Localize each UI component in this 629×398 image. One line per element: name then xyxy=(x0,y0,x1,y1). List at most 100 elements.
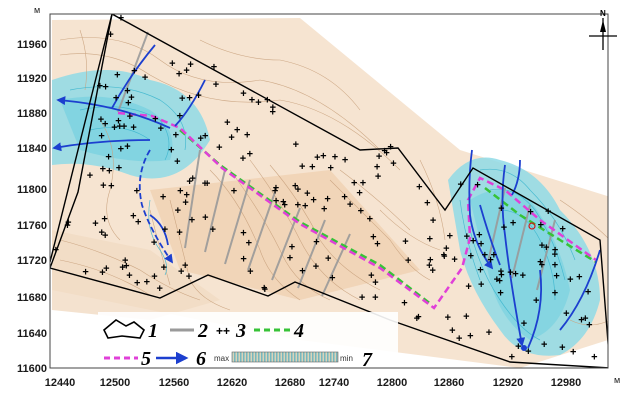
well-marker: + xyxy=(182,260,188,272)
well-marker: + xyxy=(295,199,301,211)
well-marker: + xyxy=(441,251,447,263)
well-marker: + xyxy=(510,217,516,229)
well-marker: + xyxy=(370,232,376,244)
well-marker: + xyxy=(107,29,113,41)
x-tick-label: 12680 xyxy=(275,377,306,389)
well-marker: + xyxy=(247,148,253,160)
well-marker: + xyxy=(327,162,333,174)
well-marker: + xyxy=(563,308,569,320)
well-marker: + xyxy=(123,260,129,272)
well-marker: + xyxy=(512,269,518,281)
y-tick-label: 11720 xyxy=(17,255,47,267)
well-marker: + xyxy=(144,277,150,289)
flow-arrows xyxy=(52,44,601,349)
well-marker: + xyxy=(374,238,380,250)
well-marker: + xyxy=(586,320,592,332)
well-marker: + xyxy=(552,244,558,256)
well-marker: + xyxy=(189,173,195,185)
well-marker: + xyxy=(105,151,111,163)
well-marker: + xyxy=(552,259,558,271)
well-marker: + xyxy=(376,151,382,163)
well-marker: + xyxy=(507,267,513,279)
well-marker: + xyxy=(451,254,457,266)
well-marker: + xyxy=(372,277,378,289)
well-marker: + xyxy=(476,229,482,241)
well-marker: + xyxy=(552,287,558,299)
well-marker: + xyxy=(106,166,112,178)
well-marker: + xyxy=(151,271,157,283)
well-marker: + xyxy=(445,312,451,324)
well-marker: + xyxy=(202,178,208,190)
x-tick-label: 12860 xyxy=(434,377,465,389)
well-marker: + xyxy=(426,260,432,272)
north-label: N xyxy=(600,9,606,18)
well-marker: + xyxy=(103,263,109,275)
well-marker: + xyxy=(176,227,182,239)
well-marker: + xyxy=(533,295,539,307)
well-marker: + xyxy=(135,216,141,228)
well-marker: + xyxy=(372,292,378,304)
legend-item-boundary: 1 xyxy=(103,319,158,342)
well-marker: + xyxy=(456,333,462,345)
well-marker: + xyxy=(240,88,246,100)
well-marker: + xyxy=(527,206,533,218)
x-tick-label: 12800 xyxy=(377,377,408,389)
well-marker: + xyxy=(470,236,476,248)
well-marker: + xyxy=(463,311,469,323)
well-marker: + xyxy=(441,250,447,262)
well-marker: + xyxy=(482,250,488,262)
well-marker: + xyxy=(202,130,208,142)
well-marker: + xyxy=(515,341,521,353)
well-marker: + xyxy=(247,266,253,278)
well-marker: + xyxy=(240,153,246,165)
x-tick-label: 12920 xyxy=(493,377,524,389)
well-marker: + xyxy=(424,197,430,209)
well-marker: + xyxy=(158,123,164,135)
y-axis-ticks: 11960 11920 11880 11840 11800 11760 1172… xyxy=(17,39,47,375)
well-marker: + xyxy=(332,152,338,164)
well-marker: + xyxy=(299,161,305,173)
well-marker: + xyxy=(309,161,315,173)
well-marker: + xyxy=(538,220,544,232)
well-marker: + xyxy=(116,163,122,175)
gradient-bar xyxy=(231,351,339,363)
well-marker: + xyxy=(269,106,275,118)
x-axis-unit: м xyxy=(614,375,620,385)
x-tick-label: 12740 xyxy=(319,377,350,389)
well-marker: + xyxy=(381,145,387,157)
well-marker: + xyxy=(559,224,565,236)
well-marker: + xyxy=(576,272,582,284)
well-marker: + xyxy=(509,352,515,364)
well-marker: + xyxy=(570,347,576,359)
well-marker: + xyxy=(128,92,134,104)
x-tick-label: 12560 xyxy=(159,377,190,389)
well-marker: + xyxy=(98,227,104,239)
well-marker: + xyxy=(197,133,203,145)
well-marker: + xyxy=(582,313,588,325)
well-marker: + xyxy=(415,311,421,323)
well-marker: + xyxy=(356,187,362,199)
well-marker: + xyxy=(368,270,374,282)
well-marker: + xyxy=(387,142,393,154)
x-axis-ticks: 12440 12500 12560 12620 12680 12740 1280… xyxy=(45,377,582,389)
well-marker: + xyxy=(498,203,504,215)
well-marker: + xyxy=(224,117,230,129)
legend-item-gradient: max min 7 xyxy=(214,349,373,371)
legend-item-profile: 2 xyxy=(170,320,208,342)
well-marker: + xyxy=(249,95,255,107)
well-marker: + xyxy=(113,92,119,104)
x-tick-label: 12440 xyxy=(45,377,76,389)
well-marker: + xyxy=(552,249,558,261)
well-marker: + xyxy=(240,228,246,240)
legend-item-magenta: 5 xyxy=(104,348,151,370)
well-marker: + xyxy=(304,188,310,200)
highlight-well xyxy=(528,222,536,230)
well-marker: + xyxy=(119,262,125,274)
legend-label-3: 3 xyxy=(235,320,246,342)
well-marker: + xyxy=(477,265,483,277)
well-marker: + xyxy=(102,118,108,130)
well-marker: + xyxy=(156,283,162,295)
well-marker: + xyxy=(325,253,331,265)
well-marker: + xyxy=(427,255,433,267)
x-tick-label: 12980 xyxy=(551,377,582,389)
